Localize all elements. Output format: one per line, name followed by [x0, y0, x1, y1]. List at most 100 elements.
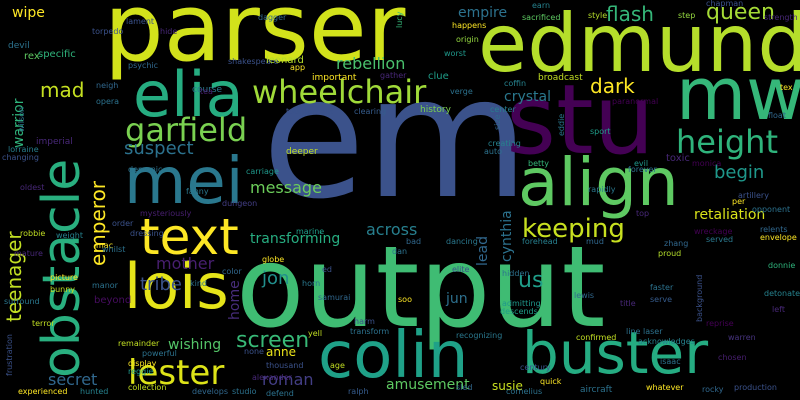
word-dressing: dressing	[130, 229, 164, 238]
word-envelope: envelope	[760, 233, 797, 242]
word-lucy: lucy	[395, 11, 404, 28]
word-forever: forever	[628, 165, 657, 174]
word-empire: empire	[458, 5, 508, 21]
word-left: left	[772, 305, 785, 314]
word-lorraine: lorraine	[8, 145, 39, 154]
word-bunny: bunny	[50, 285, 76, 294]
word-origin: origin	[456, 35, 479, 44]
word-lead: lead	[475, 236, 491, 266]
word-acknowledges: acknowledges	[638, 337, 695, 346]
word-admitting: admitting	[502, 299, 541, 308]
word-defend: defend	[266, 389, 294, 398]
word-title: title	[620, 299, 636, 308]
word-height: height	[676, 123, 778, 161]
word-elite: elite	[452, 265, 470, 274]
word-creating: creating	[488, 139, 521, 148]
word-carriage: carriage	[246, 167, 279, 176]
word-bad: bad	[406, 237, 422, 246]
word-transforming: transforming	[250, 231, 341, 247]
word-psychic: psychic	[128, 61, 159, 70]
word-toxic: toxic	[666, 153, 690, 164]
word-whilst: whilst	[102, 245, 126, 254]
word-mud: mud	[586, 237, 604, 246]
word-gather: gather	[380, 71, 407, 80]
word-served: served	[706, 235, 734, 244]
word-auto: auto	[484, 147, 503, 156]
word-age: age	[330, 361, 345, 370]
word-descends: descends	[500, 307, 538, 316]
word-output: output	[236, 223, 606, 353]
word-across: across	[366, 220, 418, 239]
word-elia: elia	[133, 58, 244, 131]
word-sport: sport	[590, 127, 611, 136]
word-marine: marine	[296, 227, 325, 236]
word-rebellion: rebellion	[336, 54, 406, 73]
word-jon: jon	[262, 268, 290, 289]
word-parser: parser	[104, 0, 406, 83]
word-dark: dark	[590, 74, 635, 98]
word-mac: mac	[96, 241, 114, 250]
word-clearing: clearing	[354, 107, 387, 116]
word-mad: mad	[40, 78, 85, 102]
word-queen: queen	[706, 0, 775, 25]
word-alexander: alexander	[252, 373, 292, 382]
word-horn: horn	[302, 279, 321, 288]
word-mature: mature	[14, 249, 43, 258]
word-shakespeare: shakespeare	[228, 57, 279, 66]
word-artillery: artillery	[738, 191, 769, 200]
word-cornelius: cornelius	[506, 387, 543, 396]
word-flash: flash	[606, 2, 654, 26]
word-center: center	[490, 105, 516, 114]
word-tea: tea	[200, 87, 213, 96]
word-display: display	[128, 359, 157, 368]
word-soo: soo	[398, 295, 412, 304]
word-monica: monica	[692, 159, 722, 168]
word-lois: lois	[124, 250, 229, 323]
word-dancing: dancing	[446, 237, 478, 246]
word-wipe: wipe	[12, 5, 45, 21]
word-retaliation: retaliation	[694, 207, 766, 223]
word-lament: lament	[126, 17, 155, 26]
word-none: none	[244, 347, 264, 356]
word-donnie: donnie	[768, 261, 796, 270]
word-aircraft: aircraft	[580, 385, 613, 395]
word-begin: begin	[714, 162, 765, 183]
word-wreckage: wreckage	[694, 227, 733, 236]
word-mei: mei	[124, 145, 244, 219]
word-studio: studio	[232, 387, 257, 396]
word-per: per	[732, 197, 746, 206]
word-worst: worst	[444, 49, 467, 58]
word-imperial: imperial	[36, 137, 73, 147]
word-mother: mother	[156, 254, 215, 273]
word-screen: screen	[236, 328, 310, 353]
word-text: text	[140, 208, 239, 266]
word-thousand: thousand	[266, 361, 304, 370]
word-susie: susie	[492, 379, 523, 393]
word-weight: weight	[56, 231, 83, 240]
word-chapman: chapman	[706, 0, 744, 8]
word-warren: warren	[728, 333, 756, 342]
word-frustration: frustration	[5, 334, 14, 376]
word-torpedo: torpedo	[92, 27, 124, 36]
word-strength: strength	[764, 13, 798, 22]
word-wishing: wishing	[168, 337, 222, 353]
word-deeper: deeper	[286, 147, 318, 157]
word-robbie: robbie	[20, 229, 46, 238]
word-hunted: hunted	[80, 387, 109, 396]
word-reggie: reggie	[128, 367, 154, 376]
word-em: em	[262, 40, 530, 236]
word-kind: kind	[190, 279, 208, 288]
word-zhang: zhang	[664, 239, 689, 248]
word-step: step	[678, 11, 696, 20]
word-demonic: demonic	[128, 165, 163, 174]
word-samurai: samurai	[318, 293, 351, 302]
word-develops: develops	[192, 387, 229, 396]
word-line-laser: line laser	[626, 327, 663, 336]
word-verge: verge	[450, 87, 473, 96]
word-coffin: coffin	[504, 79, 527, 88]
word-app: app	[290, 63, 306, 72]
word-opera: opera	[96, 97, 120, 106]
word-tribe: tribe	[140, 274, 182, 295]
word-remainder: remainder	[118, 339, 160, 348]
